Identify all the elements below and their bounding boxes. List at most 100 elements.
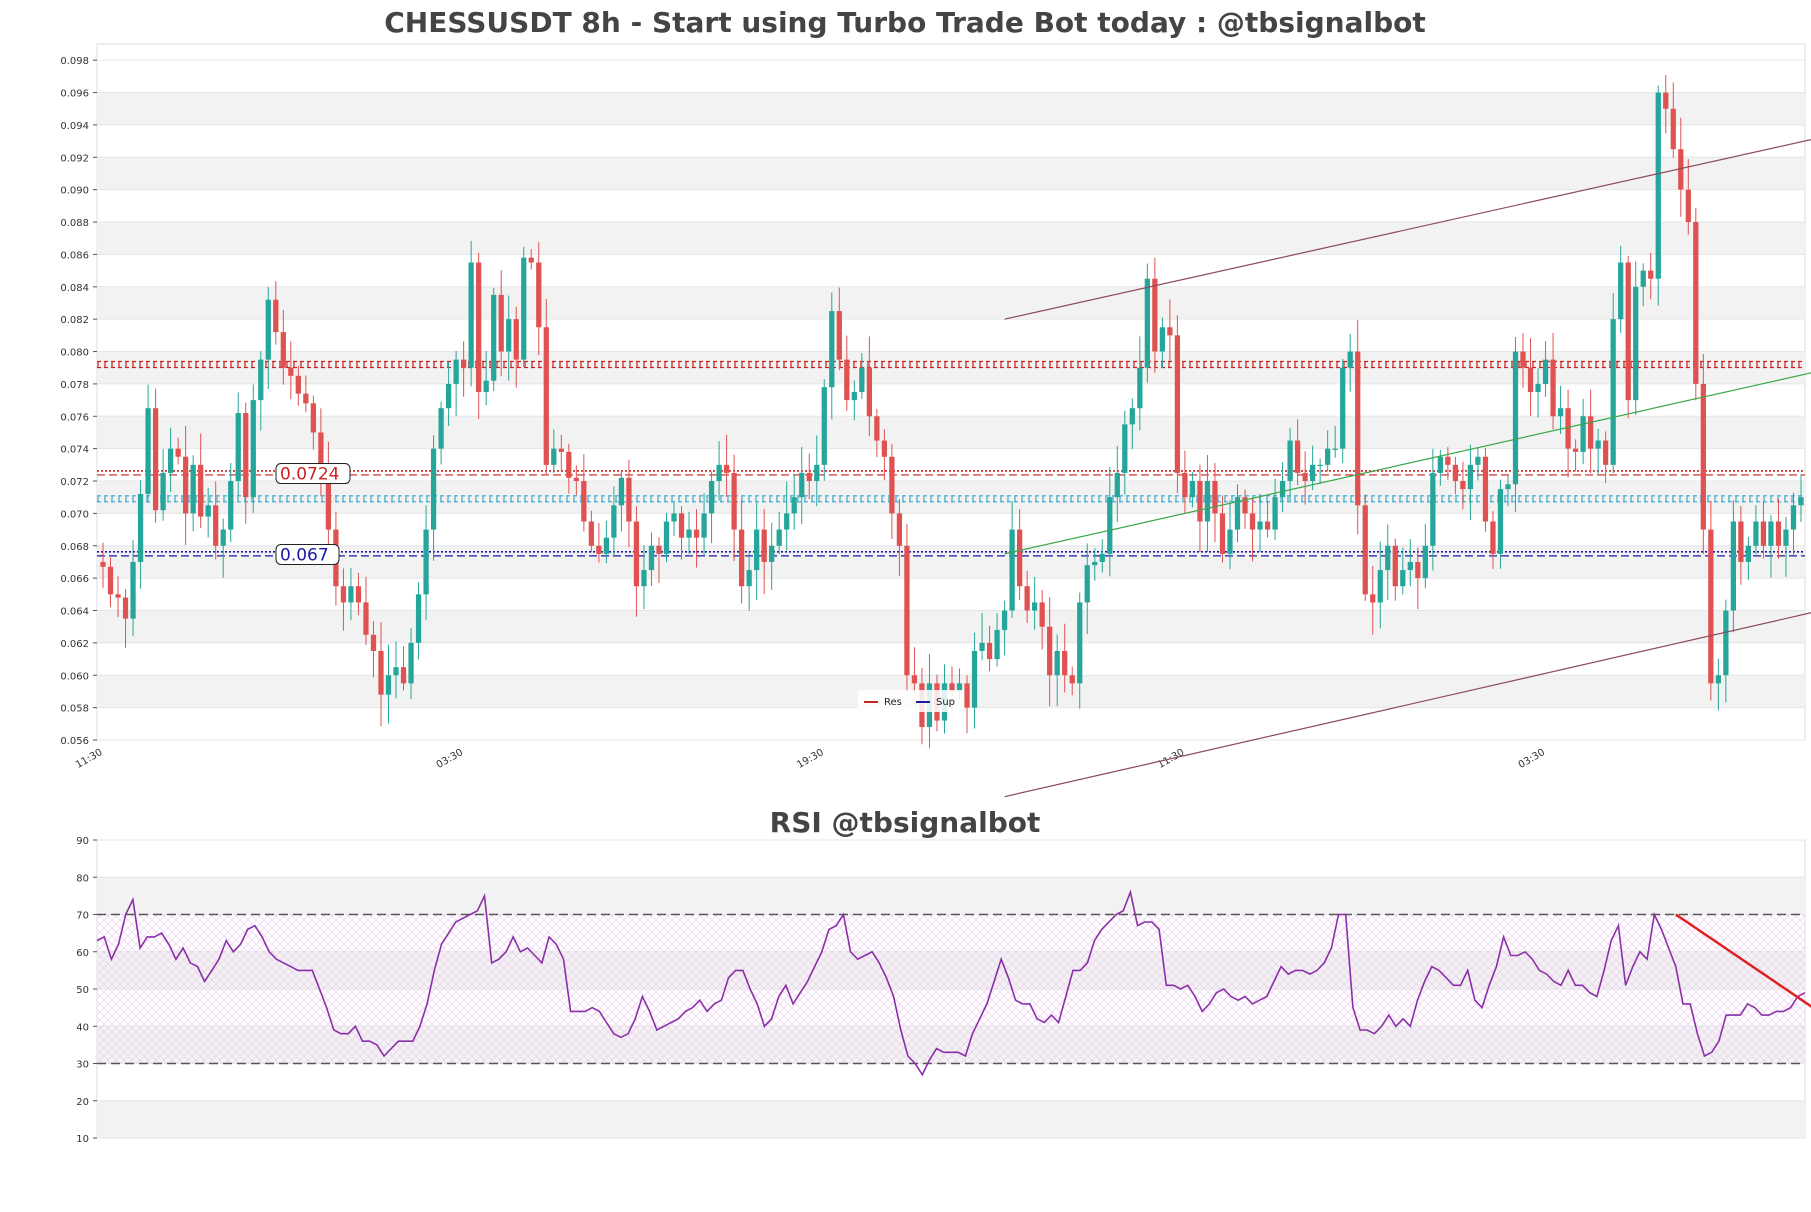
candle-body [115, 594, 121, 598]
candle-body [881, 440, 888, 457]
candle-body [1760, 521, 1767, 546]
candle-body [656, 545, 662, 554]
candle-body [1685, 189, 1691, 223]
legend-sup-label: Sup [936, 697, 955, 708]
candle-body [243, 413, 249, 498]
candle-body [1437, 456, 1443, 473]
rsi-y-tick-label: 60 [76, 948, 89, 959]
candle-body [701, 513, 707, 538]
candle-body [303, 393, 309, 404]
candle-body [754, 529, 760, 571]
candle-body [829, 311, 835, 388]
candle-body [769, 545, 775, 562]
candle-body [1272, 497, 1278, 530]
candle-body [220, 529, 226, 546]
candle-body [235, 413, 241, 482]
candle-body [859, 367, 865, 392]
candle-body [423, 529, 429, 595]
grid-band [97, 545, 1805, 579]
candle-body [1159, 327, 1166, 352]
support-price-label-box [275, 543, 340, 565]
chart-title: CHESSUSDT 8h - Start using Turbo Trade B… [384, 6, 1426, 39]
candle-body [1189, 481, 1196, 498]
candle-body [971, 650, 978, 708]
candle-body [1505, 484, 1511, 490]
candle-body [1535, 383, 1541, 392]
candle-body [1137, 367, 1143, 409]
candle-body [1377, 570, 1383, 603]
trendline-green [1004, 372, 1811, 555]
candle-body [1167, 327, 1173, 336]
candle-body [1595, 440, 1601, 449]
candle-body [280, 332, 286, 368]
candle-body [964, 683, 970, 708]
candle-body [363, 602, 369, 635]
candle-body [1693, 222, 1699, 384]
candle-body [994, 629, 1000, 660]
candle-body [633, 521, 640, 587]
candle-body [678, 513, 685, 538]
candle-body [1738, 521, 1744, 562]
candle-body [573, 477, 579, 482]
candle-body [1129, 408, 1135, 425]
candle-body [1062, 650, 1068, 676]
candle-body [258, 359, 264, 401]
rsi-trendline [1675, 913, 1811, 1008]
grid-band [97, 92, 1805, 125]
candle-body [1430, 472, 1436, 546]
candle-body [1332, 448, 1338, 450]
candle-body [1452, 464, 1459, 482]
y-tick-label: 0.078 [60, 380, 89, 391]
candle-body [1385, 545, 1391, 571]
candle-body [1497, 489, 1504, 554]
candle-body [799, 472, 805, 498]
candle-body [889, 456, 895, 514]
candle-body [708, 481, 715, 514]
candle-body [746, 570, 752, 587]
candle-body [761, 529, 767, 562]
candle-body [1212, 481, 1218, 514]
candle-body [949, 683, 955, 692]
candle-body [1001, 610, 1008, 630]
candle-body [1009, 529, 1015, 611]
candle-body [483, 380, 489, 392]
candle-body [1054, 650, 1060, 676]
candle-body [986, 642, 993, 660]
candle-body [1370, 594, 1376, 603]
candle-body [1310, 464, 1316, 482]
candle-body [1798, 497, 1804, 506]
rsi-neutral-band [97, 914, 1805, 1064]
candle-body [1550, 359, 1556, 417]
candle-body [1610, 319, 1616, 465]
rsi-y-tick-label: 40 [76, 1022, 89, 1033]
candle-body [904, 545, 910, 676]
candle-body [1024, 586, 1030, 611]
candle-body [521, 257, 527, 360]
candle-body [1565, 408, 1571, 449]
candle-body [1678, 149, 1684, 190]
y-tick-label: 0.090 [60, 186, 89, 197]
grid-band [97, 610, 1805, 643]
candle-body [806, 472, 812, 482]
resistance-price-label: 0.0724 [280, 465, 339, 485]
candle-body [122, 597, 129, 619]
candle-body [175, 448, 181, 457]
candle-body [558, 448, 564, 452]
candle-body [513, 319, 519, 360]
candle-body [1482, 456, 1489, 522]
candle-body [1745, 545, 1752, 562]
candle-body [461, 359, 467, 368]
candle-body [310, 403, 317, 433]
candle-body [1039, 602, 1045, 627]
candle-body [273, 299, 279, 333]
x-tick-label: 03:30 [435, 747, 465, 771]
rsi-y-tick-label: 20 [76, 1097, 89, 1108]
candle-body [1587, 416, 1594, 449]
y-tick-label: 0.068 [60, 542, 89, 553]
grid-band [97, 286, 1805, 320]
candle-body [400, 667, 407, 684]
resistance-price-label-box [275, 463, 351, 485]
y-tick-label: 0.056 [60, 736, 89, 747]
candle-body [198, 464, 204, 517]
